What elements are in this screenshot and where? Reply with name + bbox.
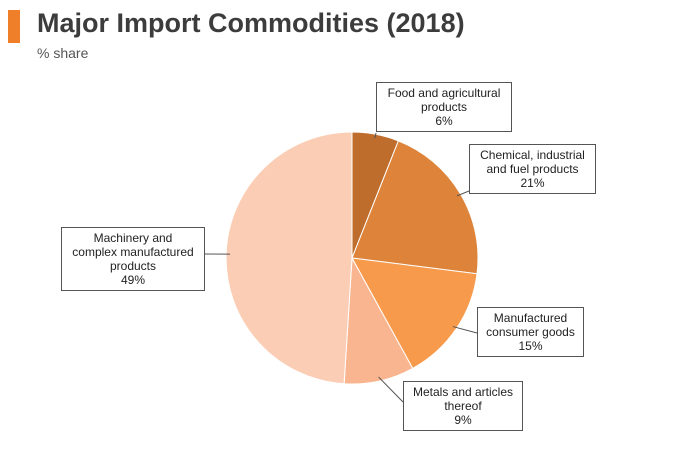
slice-label: Chemical, industrial and fuel products 21%: [469, 144, 596, 194]
slice-value-label: 21%: [520, 176, 545, 190]
slice-label: Manufactured consumer goods 15%: [477, 307, 584, 357]
pie-slice: [351, 257, 478, 370]
slice-label-text: thereof: [444, 399, 482, 413]
pie-slice: [225, 131, 353, 385]
slice-label-text: Machinery and: [93, 231, 173, 245]
title-accent-bar: [8, 10, 20, 43]
pie-slice: [351, 140, 479, 275]
leader-line: [456, 190, 470, 197]
slice-label-text: consumer goods: [486, 325, 575, 339]
slice-label-text: Chemical, industrial: [480, 148, 585, 162]
leader-line: [452, 326, 478, 334]
slice-label: Machinery and complex manufactured product…: [61, 227, 205, 291]
slice-label-text: complex manufactured: [72, 245, 194, 259]
slice-label-text: Metals and articles: [412, 385, 514, 399]
slice-label-text: products: [420, 100, 468, 114]
slice-label: Food and agricultural products 6%: [376, 82, 512, 132]
slice-label-text: and fuel products: [486, 162, 579, 176]
chart-subtitle: % share: [37, 45, 89, 61]
slice-label-text: Food and agricultural: [387, 86, 501, 100]
slice-value-label: 9%: [454, 413, 472, 427]
slice-value-label: 15%: [518, 339, 543, 353]
slice-label: Metals and articles thereof 9%: [403, 381, 523, 431]
leader-line: [374, 132, 377, 139]
chart-title: Major Import Commodities (2018): [37, 8, 465, 38]
leader-line: [378, 376, 404, 403]
slice-label-text: products: [109, 259, 157, 273]
slice-value-label: 6%: [435, 114, 453, 128]
slice-label-text: Manufactured: [493, 311, 568, 325]
slice-value-label: 49%: [120, 273, 146, 287]
